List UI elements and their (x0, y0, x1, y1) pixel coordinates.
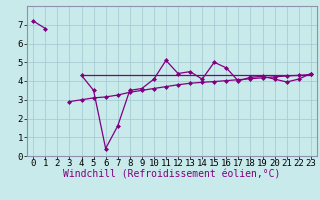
X-axis label: Windchill (Refroidissement éolien,°C): Windchill (Refroidissement éolien,°C) (63, 169, 281, 179)
